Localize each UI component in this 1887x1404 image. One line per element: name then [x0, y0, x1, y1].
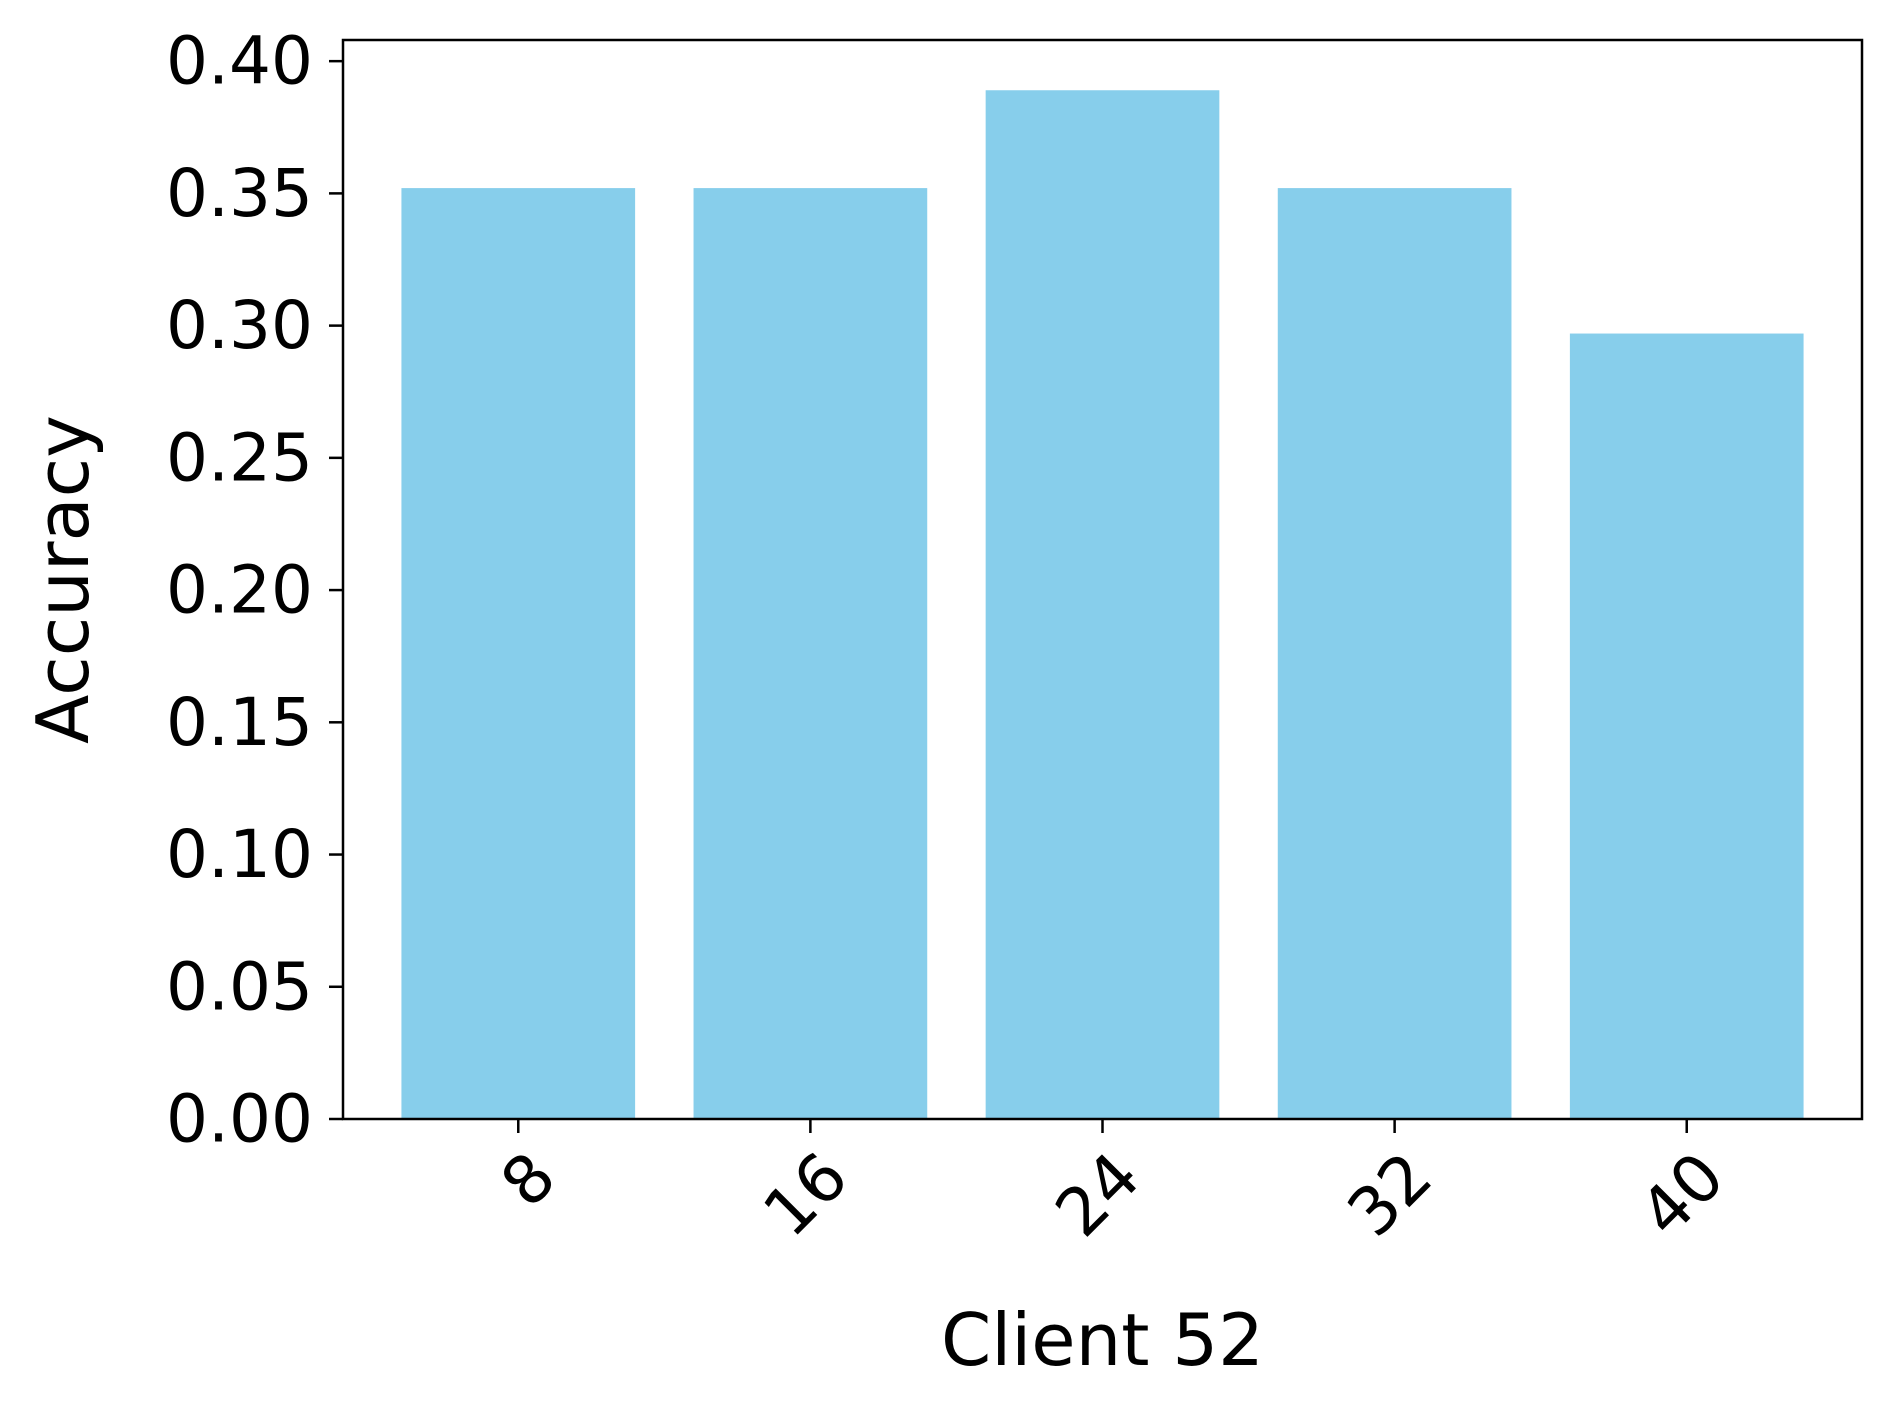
y-tick-label: 0.10 — [166, 816, 313, 893]
y-tick-label: 0.20 — [166, 552, 313, 629]
x-tick-label: 24 — [1041, 1138, 1155, 1252]
y-tick-label: 0.30 — [166, 287, 313, 364]
bar-16 — [693, 188, 928, 1120]
y-tick-label: 0.00 — [166, 1081, 313, 1158]
y-tick-label: 0.05 — [166, 948, 313, 1025]
x-axis-ticks: 8 16 24 32 40 — [486, 1119, 1739, 1252]
y-tick-label: 0.35 — [166, 155, 313, 232]
bar-24 — [985, 90, 1220, 1119]
y-tick-label: 0.15 — [166, 684, 313, 761]
x-tick-label: 8 — [486, 1138, 570, 1222]
bars-group — [401, 90, 1804, 1120]
x-tick-label: 16 — [749, 1138, 863, 1252]
y-axis-label: Accuracy — [21, 415, 105, 744]
x-tick-label: 40 — [1625, 1138, 1739, 1252]
y-tick-label: 0.25 — [166, 419, 313, 496]
bar-40 — [1569, 333, 1804, 1119]
y-axis-ticks: 0.00 0.05 0.10 0.15 0.20 0.25 0.30 0.35 0.40 — [166, 23, 343, 1158]
x-tick-label: 32 — [1333, 1138, 1447, 1252]
bar-8 — [401, 188, 636, 1120]
bar-32 — [1277, 188, 1512, 1120]
x-axis-label: Client 52 — [941, 1298, 1264, 1382]
y-tick-label: 0.40 — [166, 23, 313, 100]
